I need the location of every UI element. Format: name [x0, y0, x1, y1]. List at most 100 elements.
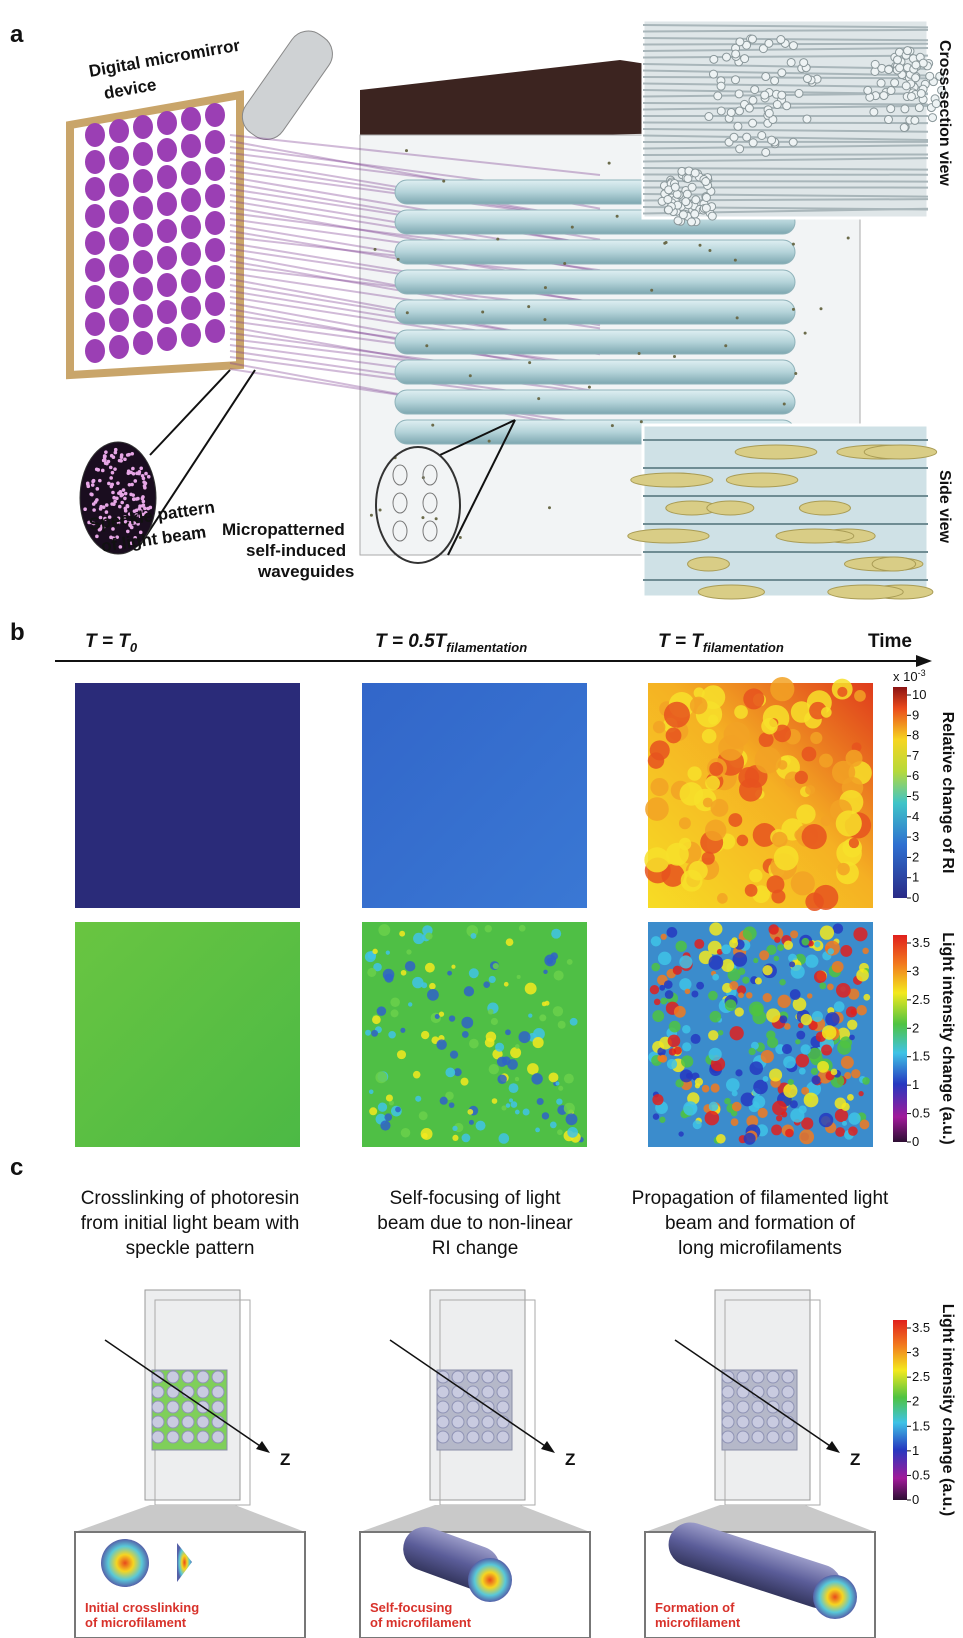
fiber-end: [717, 107, 725, 115]
speckle: [109, 466, 113, 470]
fiber-end: [877, 79, 885, 87]
speckle-blob: [777, 944, 784, 951]
speckle-blob: [491, 1018, 498, 1025]
speckle-blob: [771, 1124, 782, 1135]
speckle-blob: [821, 816, 831, 826]
particle: [736, 316, 739, 319]
speckle-blob: [819, 1113, 833, 1127]
speckle-blob: [833, 923, 843, 933]
speckle-blob: [377, 1006, 387, 1016]
speckle-blob: [837, 863, 850, 876]
speckle: [96, 468, 100, 472]
speckle-blob: [449, 1015, 455, 1021]
speckle-blob: [798, 1105, 806, 1113]
filament: [152, 1386, 164, 1398]
speckle: [139, 466, 143, 470]
fiber-end: [758, 131, 766, 139]
colorbar-tick-label: 8: [912, 728, 919, 743]
time-point: T = 0.5Tfilamentation: [375, 631, 527, 655]
mirror: [109, 119, 129, 143]
particle: [469, 374, 472, 377]
speckle-blob: [667, 1059, 677, 1069]
particle: [665, 241, 668, 244]
multiplier-base: x 10: [893, 669, 918, 684]
filament: [767, 1416, 779, 1428]
speckle-blob: [735, 1069, 742, 1076]
colorbar: 00.511.522.533.5Light intensity change (…: [893, 1304, 956, 1516]
arrow-head: [916, 655, 932, 667]
filament: [182, 1416, 194, 1428]
mirror: [109, 146, 129, 170]
mirror: [109, 200, 129, 224]
speckle-blob: [822, 1025, 837, 1040]
speckle-blob: [848, 1112, 860, 1124]
speckle-blob: [779, 1015, 787, 1023]
colorbar-tick-label: 2.5: [912, 992, 930, 1007]
dmd-label: device: [102, 75, 157, 103]
mirror: [181, 269, 201, 293]
z-arrow: [826, 1441, 840, 1453]
speckle-blob: [447, 971, 452, 976]
speckle-blob: [724, 1098, 731, 1105]
particle: [794, 372, 797, 375]
cell: [735, 445, 817, 459]
speckle-blob: [848, 1126, 858, 1136]
fiber-end: [795, 89, 803, 97]
particle: [571, 226, 574, 229]
speckle-blob: [440, 1097, 448, 1105]
speckle-blob: [862, 948, 868, 954]
speckle: [137, 472, 141, 476]
speckle-blob: [802, 938, 810, 946]
speckle-blob: [761, 718, 778, 735]
filament: [767, 1386, 779, 1398]
colorbar-tick-label: 2: [912, 1020, 919, 1035]
speckle: [120, 453, 124, 457]
fiber-end: [702, 193, 710, 201]
speckle-blob: [380, 1120, 390, 1130]
speckle-blob: [772, 832, 788, 848]
particle: [397, 258, 400, 261]
speckle-blob: [386, 1094, 393, 1101]
speckle-blob: [384, 1113, 392, 1121]
speckle-blob: [687, 766, 701, 780]
fiber-end: [717, 82, 725, 90]
speckle-blob: [509, 1083, 519, 1093]
speckle-blob: [752, 1095, 765, 1108]
colorbar-tick-label: 2.5: [912, 1369, 930, 1384]
speckle-blob: [772, 1101, 787, 1116]
fiber-end: [702, 178, 710, 186]
colorbar: 00.511.522.533.5Light intensity change (…: [893, 932, 956, 1149]
cell: [799, 501, 850, 515]
speckle: [116, 481, 120, 485]
speckle-blob: [681, 870, 703, 892]
mirror: [157, 300, 177, 324]
speckle-blob: [717, 893, 728, 904]
cross-section-label: Cross-section view: [936, 40, 953, 186]
speckle-blob: [519, 925, 526, 932]
mirror: [181, 242, 201, 266]
filament: [197, 1371, 209, 1383]
speckle-blob: [782, 1044, 792, 1054]
speckle-blob: [556, 1098, 562, 1104]
particle: [481, 310, 484, 313]
speckle-blob: [711, 799, 729, 817]
colorbar-label: Light intensity change (a.u.): [939, 932, 956, 1144]
waveguide-label: self-induced: [246, 541, 346, 560]
speckle-blob: [549, 1072, 559, 1082]
speckle-blob: [674, 1047, 682, 1055]
speckle-blob: [566, 1113, 578, 1125]
filament: [467, 1416, 479, 1428]
speckle-blob: [406, 949, 411, 954]
speckle-blob: [644, 847, 669, 872]
filament: [197, 1431, 209, 1443]
speckle-blob: [783, 1056, 796, 1069]
speckle-blob: [753, 1080, 768, 1095]
speckle-blob: [553, 1006, 563, 1016]
speckle: [104, 461, 108, 465]
speckle-blob: [528, 1013, 532, 1017]
fiber-end: [705, 113, 713, 121]
speckle-blob: [661, 934, 667, 940]
page: { "panel_a": { "letter": "a", "dmd_label…: [0, 0, 963, 1638]
speckle: [123, 497, 127, 501]
